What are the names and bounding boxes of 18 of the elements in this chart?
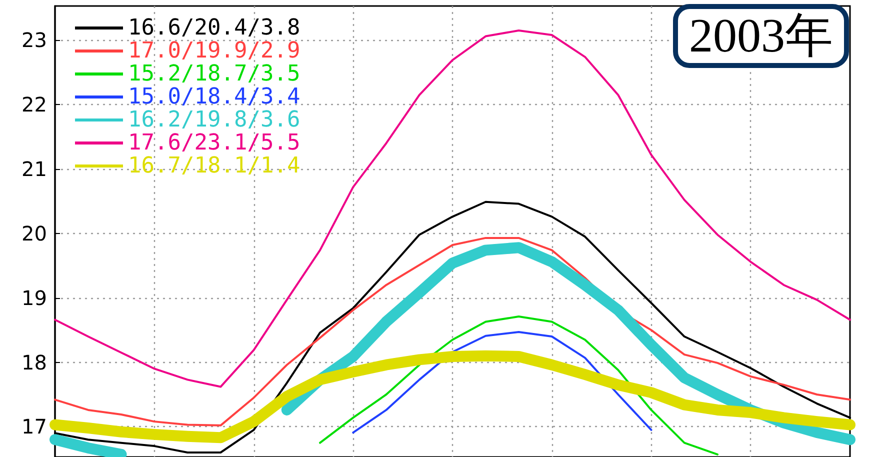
y-tick-label: 22 bbox=[22, 92, 47, 117]
legend-label: 15.2/18.7/3.5 bbox=[128, 62, 300, 86]
line-series bbox=[352, 331, 652, 434]
y-tick-label: 18 bbox=[22, 350, 47, 374]
y-tick-label: 17 bbox=[22, 414, 47, 439]
y-tick-label: 21 bbox=[22, 157, 47, 182]
legend-label: 17.6/23.1/5.5 bbox=[128, 130, 300, 156]
y-tick-label: 20 bbox=[22, 221, 47, 246]
chart-title: 2003年 bbox=[689, 10, 833, 62]
legend-label: 16.6/20.4/3.8 bbox=[128, 16, 300, 40]
legend-label: 17.0/19.9/2.9 bbox=[128, 38, 300, 64]
line-series bbox=[54, 236, 851, 426]
line-series bbox=[319, 316, 718, 456]
y-tick-label: 19 bbox=[22, 286, 47, 310]
legend-label: 16.7/18.1/1.4 bbox=[128, 154, 300, 178]
legend-label: 15.0/18.4/3.4 bbox=[128, 84, 300, 110]
legend-label: 16.2/19.8/3.6 bbox=[128, 108, 300, 132]
y-tick-label: 23 bbox=[22, 28, 47, 52]
